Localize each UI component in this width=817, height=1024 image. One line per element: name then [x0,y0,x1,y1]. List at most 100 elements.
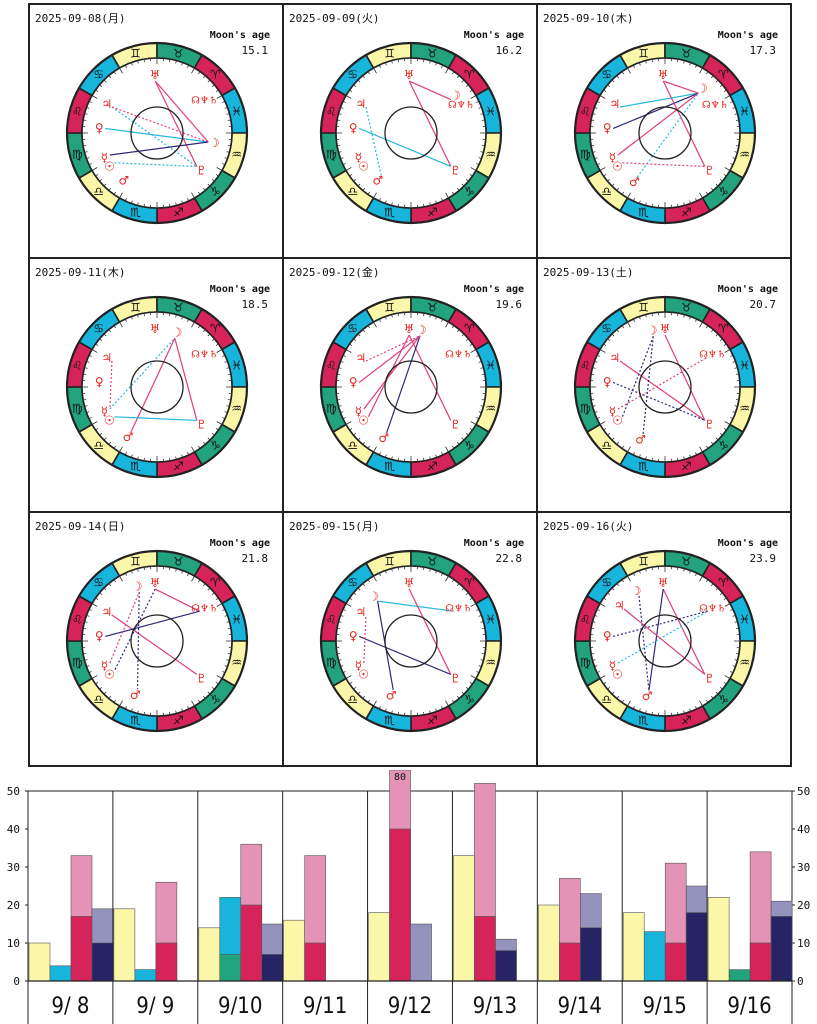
degree-tick [724,95,731,99]
uranus-icon: ♅ [658,576,669,590]
degree-tick [451,71,455,75]
degree-tick [91,421,98,425]
degree-tick [222,417,226,420]
x-category-label: 9/16 [727,994,771,1019]
zodiac-sign-icon: ♑ [464,438,475,452]
degree-tick [724,167,731,171]
degree-tick [124,452,127,456]
sun-icon: ☉ [358,413,369,427]
zodiac-sign-icon: ♐ [173,714,184,728]
degree-tick [594,411,598,414]
pluto-icon: ♇ [196,163,207,177]
bar [728,969,751,982]
degree-tick [429,568,431,572]
zodiac-sign-icon: ♎ [601,438,612,452]
degree-tick [715,437,719,441]
degree-tick [362,441,366,445]
degree-tick [445,700,449,707]
degree-tick [423,711,425,715]
uranus-icon: ♅ [404,322,415,336]
chart-date: 2025-09-13(土) [543,266,634,279]
degree-tick [108,695,112,699]
degree-tick [710,187,714,191]
aspect-line [617,92,699,156]
degree-tick [645,60,647,64]
sun-icon: ☉ [612,159,623,173]
degree-tick [391,202,393,206]
aspect-line [358,335,421,383]
degree-tick [699,446,703,453]
degree-tick [638,200,641,204]
x-category-label: 9/12 [388,994,432,1019]
degree-tick [362,75,366,79]
degree-tick [632,198,635,202]
degree-tick [226,659,230,661]
degree-tick [353,686,357,690]
degree-tick [181,200,184,204]
degree-tick [345,95,352,99]
degree-tick [423,59,425,63]
degree-tick [596,608,600,611]
zodiac-sign-icon: ♎ [93,184,104,198]
aspect-line [105,610,200,638]
degree-tick [645,710,647,714]
degree-tick [367,579,371,583]
zodiac-sign-icon: ♒ [231,401,242,415]
degree-tick [481,119,485,121]
outer-ring [573,41,757,225]
degree-tick [607,84,611,88]
degree-tick [632,706,635,710]
zodiac-wheel: ♊ ♉ ♈ ♓ ♒ ♑ ♐ ♏ ♎ ♍ ♌ ♋ ♅☽ ☊♆♄ ♃ ♀ ☿☉ ♂ ♇ [319,295,503,479]
degree-tick [181,62,184,66]
degree-tick [191,321,195,328]
degree-tick [730,671,734,674]
zodiac-sign-icon: ♑ [718,438,729,452]
horoscope-grid: 2025-09-08(月) Moon's age 15.1 ♊ ♉ ♈ ♓ ♒ ♑ ♐ ♏ ♎ ♍ ♌ ♋ ♅… [28,3,792,767]
bar-inner [261,954,284,982]
bar [283,919,305,982]
degree-tick [596,100,600,103]
zodiac-sign-icon: ♐ [173,460,184,474]
mars-icon: ♂ [118,174,129,188]
degree-tick [677,313,679,317]
degree-tick [456,441,460,445]
degree-tick [470,421,477,425]
degree-tick [677,457,679,461]
degree-tick [591,119,595,121]
degree-tick [435,62,438,66]
aspect-line [386,335,421,434]
zodiac-sign-icon: ♎ [347,438,358,452]
degree-tick [175,568,177,572]
degree-tick [611,691,615,695]
aspect-line [636,92,699,178]
degree-tick [227,119,231,121]
degree-tick [124,64,127,68]
aspect-line [613,610,708,638]
zodiac-sign-icon: ♊ [384,300,395,314]
jupiter-icon: ♃ [609,351,620,365]
degree-tick [226,621,230,623]
degree-tick [591,627,595,629]
degree-tick [594,360,598,363]
zodiac-sign-icon: ♑ [718,692,729,706]
aspect-line [622,162,705,168]
degree-tick [88,354,92,357]
degree-tick [384,316,387,320]
bar-inner [580,927,602,982]
horoscope-chart: 2025-09-14(日) Moon's age 21.8 ♊ ♉ ♈ ♓ ♒ ♑ ♐ ♏ ♎ ♍ ♌ ♋ ♅… [29,512,283,766]
zodiac-sign-icon: ♒ [739,655,750,669]
zodiac-sign-icon: ♊ [638,300,649,314]
jupiter-icon: ♃ [609,97,620,111]
aspect-line [619,92,699,108]
zodiac-sign-icon: ♊ [130,300,141,314]
jupiter-icon: ♃ [101,351,112,365]
degree-tick [594,614,598,617]
degree-tick [99,432,103,436]
bar [198,927,221,982]
center-circle [638,614,692,668]
venus-icon: ♀ [349,375,358,389]
zodiac-sign-icon: ♒ [739,401,750,415]
degree-tick [478,665,482,668]
degree-tick [423,457,425,461]
degree-tick [599,603,606,607]
